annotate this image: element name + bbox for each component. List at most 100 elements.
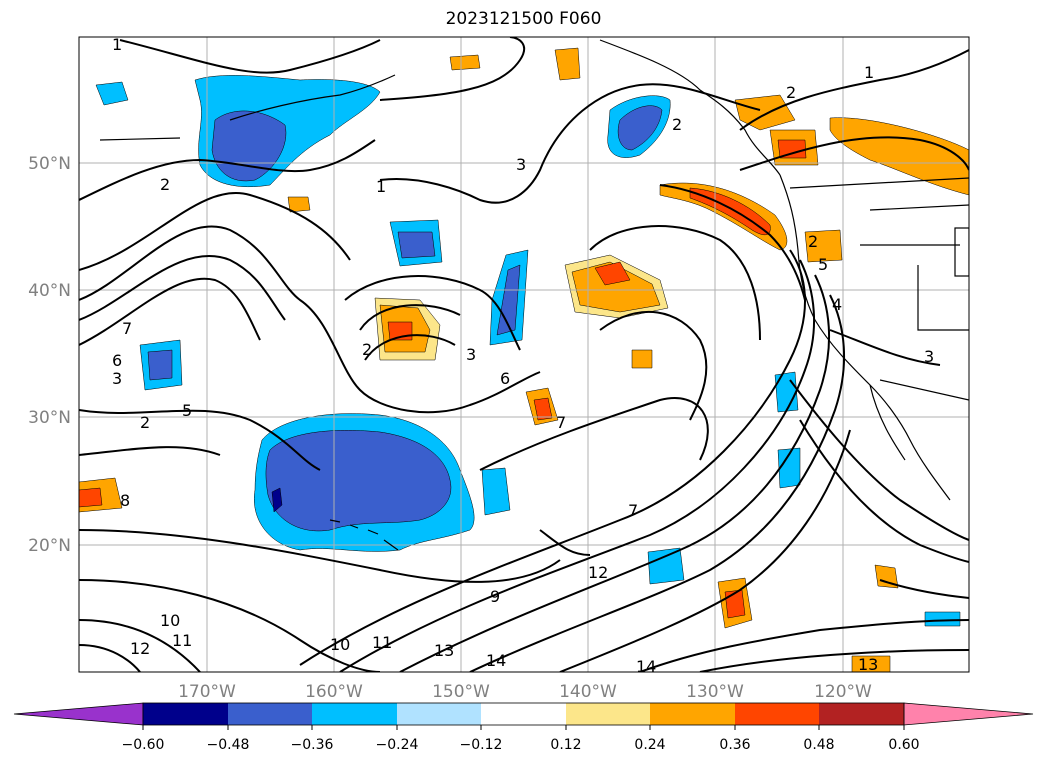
contour-label: 2 [672, 115, 682, 134]
neg-blob-mid-core [397, 231, 436, 259]
contour-label: 13 [434, 641, 454, 660]
lon-label-160w: 160°W [305, 682, 363, 702]
colorbar-swatch-3 [312, 703, 397, 725]
pos-blob-small-4 [874, 564, 899, 589]
contour-label: 4 [832, 295, 842, 314]
lon-label-150w: 150°W [432, 682, 490, 702]
colorbar-ticks [142, 725, 905, 730]
colorbar-tick-label: 0.60 [888, 737, 919, 753]
map-title: 2023121500 F060 [445, 9, 602, 29]
contour-label: 2 [808, 232, 818, 251]
neg-blob-subtropical-core [265, 430, 452, 532]
lat-label-20n: 20°N [28, 536, 71, 556]
colorbar-tick-label: −0.60 [122, 737, 165, 753]
neg-blob-small-nw [95, 81, 129, 106]
map-panel: 1 1 1 2 2 2 2 2 2 3 3 3 3 4 5 5 6 6 7 7 … [79, 35, 969, 676]
colorbar-swatch-4 [397, 703, 481, 725]
contour-lines [79, 37, 969, 672]
lat-label-40n: 40°N [28, 281, 71, 301]
contour-label: 2 [362, 340, 372, 359]
contour-label: 3 [466, 345, 476, 364]
colorbar-swatch-7 [650, 703, 735, 725]
contour-label: 11 [172, 631, 192, 650]
lat-axis: 50°N 40°N 30°N 20°N [28, 154, 71, 556]
pos-blob-small-7 [804, 229, 843, 263]
neg-blob-subtropical-dark [271, 487, 283, 513]
colorbar-tick-label: −0.12 [460, 737, 503, 753]
pos-blob-small-3 [631, 349, 653, 369]
colorbar-swatch-2 [228, 703, 312, 725]
colorbar-tick-label: −0.24 [376, 737, 419, 753]
colorbar-swatch-8 [735, 703, 819, 725]
contour-label: 10 [330, 635, 350, 654]
pos-blob-small-5 [851, 655, 891, 672]
neg-blob-offshore-s [647, 547, 685, 585]
colorbar-extend-min [13, 702, 144, 726]
contour-label: 14 [486, 651, 506, 670]
contour-label: 6 [112, 351, 122, 370]
contour-label: 6 [500, 369, 510, 388]
contour-label: 7 [556, 413, 566, 432]
contour-label: 12 [130, 639, 150, 658]
contour-label: 12 [588, 563, 608, 582]
contour-label: 14 [636, 657, 656, 676]
colorbar-frame [142, 702, 905, 726]
colorbar-tick-label: 0.24 [634, 737, 665, 753]
neg-strip-center-core [496, 264, 521, 336]
pos-blob-center-east-core [571, 261, 661, 313]
neg-blob-goa-core [617, 105, 663, 151]
contour-label: 1 [376, 177, 386, 196]
pos-blob-wa-hot [777, 139, 807, 159]
colorbar-swatch-1 [143, 703, 228, 725]
neg-blob-west-core [147, 349, 173, 381]
lat-label-30n: 30°N [28, 408, 71, 428]
lon-label-130w: 130°W [686, 682, 744, 702]
contour-label: 3 [516, 155, 526, 174]
lat-label-50n: 50°N [28, 154, 71, 174]
neg-blob-coast-south [774, 371, 799, 413]
colorbar-swatch-6 [566, 703, 650, 725]
neg-blob-hawaii-east [481, 467, 511, 516]
contour-labels: 1 1 1 2 2 2 2 2 2 3 3 3 3 4 5 5 6 6 7 7 … [112, 35, 934, 676]
contour-label: 2 [160, 175, 170, 194]
contour-label: 3 [924, 347, 934, 366]
colorbar: −0.60 −0.48 −0.36 −0.24 −0.12 0.12 0.24 … [13, 702, 1034, 753]
contour-label: 7 [122, 319, 132, 338]
contour-label: 9 [490, 587, 500, 606]
colorbar-tick-label: 0.12 [550, 737, 581, 753]
map-frame [78, 36, 970, 673]
contour-label: 3 [112, 369, 122, 388]
contour-label: 5 [818, 255, 828, 274]
pos-blob-south-hot [533, 397, 553, 421]
colorbar-tick-label: 0.36 [719, 737, 750, 753]
contour-label: 1 [112, 35, 122, 54]
contour-label: 10 [160, 611, 180, 630]
pos-blob-west-edge-hot [79, 487, 103, 508]
contour-label: 13 [858, 655, 878, 674]
contour-label: 2 [140, 413, 150, 432]
contour-label: 7 [628, 501, 638, 520]
colorbar-tick-label: 0.48 [803, 737, 834, 753]
colorbar-extend-max [903, 702, 1034, 726]
coastlines [99, 39, 969, 551]
lon-label-140w: 140°W [559, 682, 617, 702]
pos-blob-small-1 [449, 54, 481, 71]
pos-blob-small-6 [554, 47, 581, 81]
contour-label: 11 [372, 633, 392, 652]
contour-label: 8 [120, 491, 130, 510]
pos-blob-small-2 [287, 196, 311, 213]
colorbar-tick-label: −0.36 [291, 737, 334, 753]
contour-label: 2 [786, 83, 796, 102]
lon-label-170w: 170°W [178, 682, 236, 702]
pos-blob-bc [734, 94, 796, 131]
neg-blob-small-2 [924, 611, 961, 627]
colorbar-swatch-5 [481, 703, 566, 725]
lon-axis: 170°W 160°W 150°W 140°W 130°W 120°W [178, 682, 872, 702]
pos-blob-center-east-hot [594, 261, 631, 286]
contour-label: 1 [864, 63, 874, 82]
lon-label-120w: 120°W [814, 682, 872, 702]
pos-band-interior [829, 117, 969, 196]
colorbar-swatch-9 [819, 703, 904, 725]
contour-label: 5 [182, 401, 192, 420]
